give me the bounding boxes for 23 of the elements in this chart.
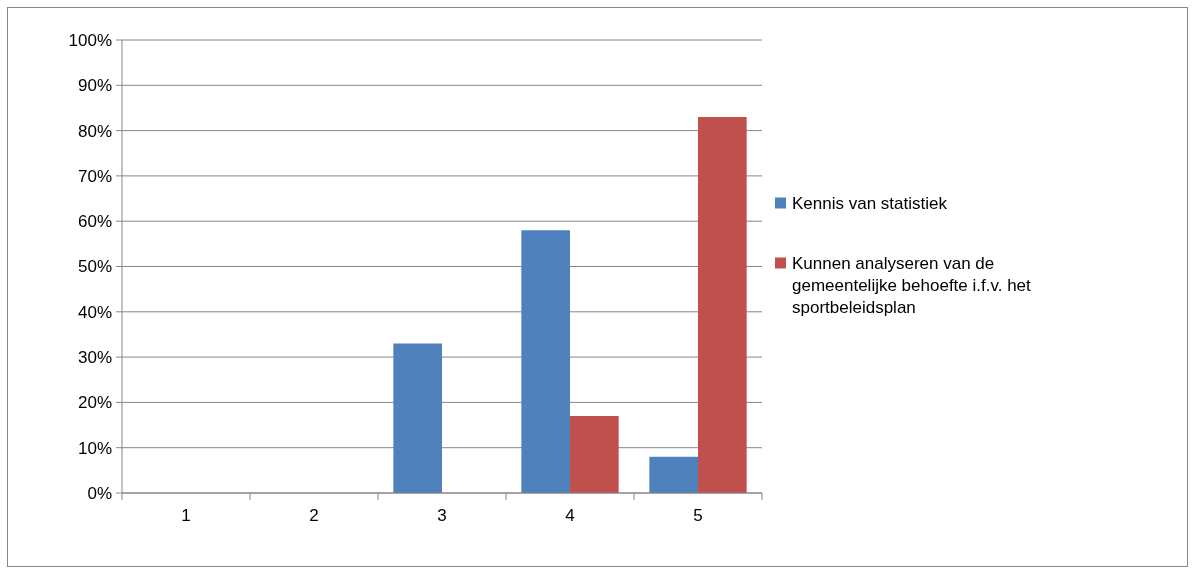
legend-label: Kunnen analyseren van de gemeentelijke behoefte i.f.v. het sportbeleidsplan xyxy=(792,254,1032,318)
bar xyxy=(570,415,619,493)
x-tick-label: 3 xyxy=(437,506,447,525)
y-tick-label: 90% xyxy=(77,76,112,96)
y-tick-label: 80% xyxy=(77,121,112,141)
x-tick-label: 1 xyxy=(181,506,191,525)
y-tick-label: 100% xyxy=(68,30,112,50)
legend-label: Kennis van statistiek xyxy=(792,194,948,214)
x-tick-label: 2 xyxy=(309,506,319,525)
y-tick-label: 60% xyxy=(77,212,112,232)
y-tick-label: 10% xyxy=(77,438,112,458)
x-tick-label: 5 xyxy=(693,506,703,525)
y-tick-label: 20% xyxy=(77,393,112,413)
y-tick-label: 50% xyxy=(77,257,112,277)
bar xyxy=(521,230,570,493)
y-tick-label: 40% xyxy=(77,302,112,322)
y-tick-label: 70% xyxy=(77,166,112,186)
bar xyxy=(649,456,698,493)
x-tick-label: 4 xyxy=(565,506,575,525)
bar xyxy=(698,117,747,493)
y-tick-label: 30% xyxy=(77,348,112,368)
y-tick-label: 0% xyxy=(87,483,112,503)
bar xyxy=(393,343,442,493)
